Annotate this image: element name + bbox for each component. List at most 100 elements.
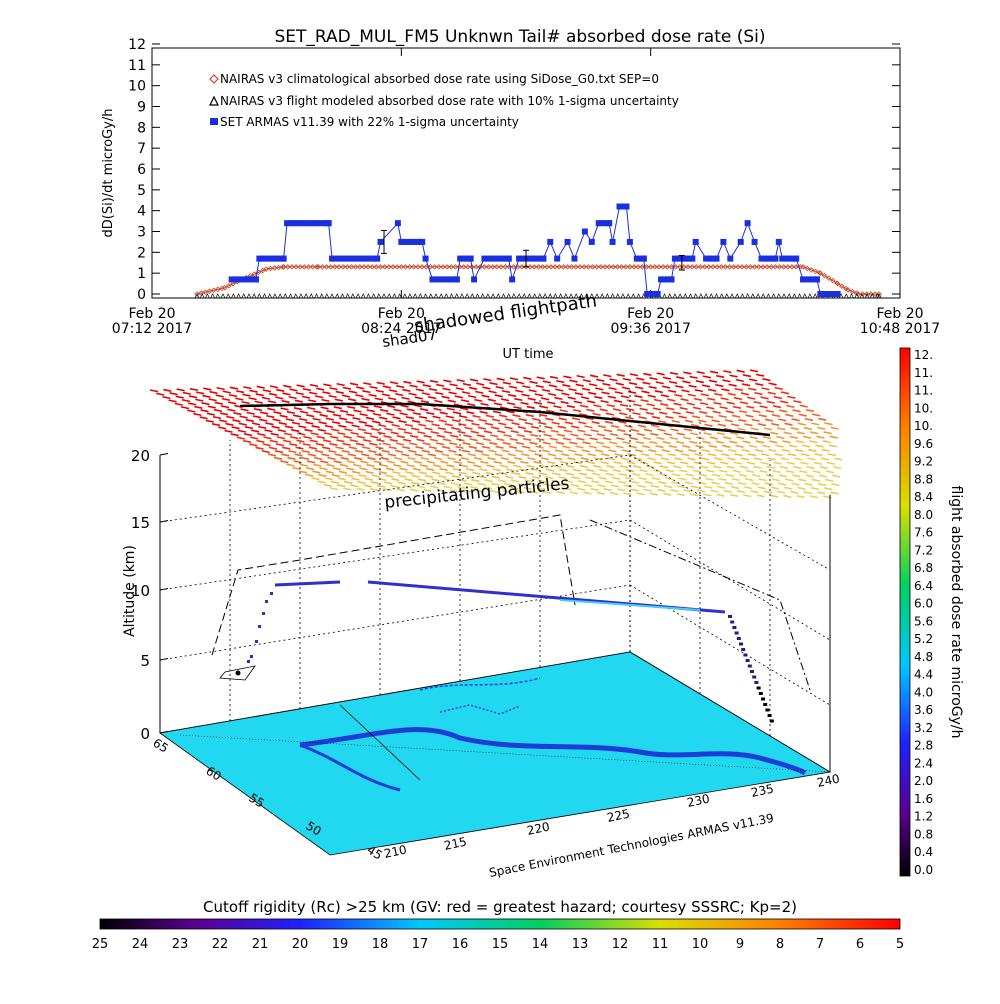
dose-tick-label: 0.4 bbox=[914, 845, 933, 859]
particle-mark bbox=[466, 411, 475, 415]
particle-mark bbox=[419, 464, 429, 468]
particle-mark bbox=[443, 379, 452, 383]
particle-mark bbox=[737, 427, 746, 431]
particle-mark bbox=[610, 424, 620, 429]
particle-mark bbox=[338, 470, 348, 474]
particle-mark bbox=[462, 382, 472, 387]
track-dot bbox=[732, 626, 737, 629]
particle-mark bbox=[290, 428, 300, 433]
particle-mark bbox=[513, 464, 522, 468]
particle-mark bbox=[269, 439, 278, 443]
particle-mark bbox=[768, 448, 777, 453]
particle-mark bbox=[266, 414, 275, 419]
particle-mark bbox=[750, 490, 759, 494]
rc-tick-label: 11 bbox=[652, 937, 669, 952]
armas-point bbox=[401, 238, 408, 245]
particle-mark bbox=[667, 398, 676, 402]
track-dot bbox=[247, 660, 250, 663]
armas-point bbox=[581, 228, 588, 235]
particle-mark bbox=[487, 457, 496, 461]
particle-mark bbox=[222, 390, 232, 394]
particle-mark bbox=[339, 463, 349, 467]
particle-mark bbox=[663, 432, 672, 436]
particle-mark bbox=[749, 436, 758, 440]
particle-mark bbox=[679, 469, 688, 473]
armas-point bbox=[727, 255, 734, 262]
particle-mark bbox=[226, 415, 235, 419]
particle-mark bbox=[609, 491, 619, 496]
particle-mark bbox=[321, 398, 330, 403]
armas-point bbox=[453, 276, 460, 283]
particle-mark bbox=[707, 397, 716, 401]
particle-mark bbox=[336, 382, 345, 387]
armas-point bbox=[336, 255, 342, 262]
particle-mark bbox=[643, 488, 652, 492]
particle-mark bbox=[515, 389, 524, 393]
particle-mark bbox=[682, 380, 691, 384]
nairas-flight-point bbox=[345, 293, 351, 299]
particle-mark bbox=[268, 446, 278, 450]
particle-mark bbox=[328, 449, 337, 454]
particle-mark bbox=[777, 482, 787, 486]
particle-mark bbox=[755, 440, 765, 444]
particle-mark bbox=[744, 423, 753, 427]
particle-mark bbox=[827, 453, 837, 457]
particle-mark bbox=[771, 478, 780, 482]
particle-mark bbox=[311, 425, 320, 429]
dose-tick-label: 1.6 bbox=[914, 792, 933, 806]
legend-square-marker bbox=[210, 118, 218, 125]
particle-mark bbox=[812, 470, 821, 474]
longitude-tick-label: 215 bbox=[443, 834, 468, 852]
rc-tick-label: 8 bbox=[776, 937, 784, 952]
particle-mark bbox=[468, 386, 478, 390]
particle-mark bbox=[594, 395, 603, 400]
particle-mark bbox=[570, 425, 580, 429]
particle-mark bbox=[434, 399, 443, 404]
particle-mark bbox=[513, 457, 523, 461]
particle-mark bbox=[482, 386, 491, 390]
armas-point bbox=[464, 255, 471, 262]
particle-mark bbox=[531, 475, 540, 480]
particle-mark bbox=[503, 434, 512, 438]
armas-point bbox=[786, 255, 793, 262]
particle-mark bbox=[387, 453, 397, 457]
particle-mark bbox=[502, 441, 511, 445]
particle-mark bbox=[562, 384, 571, 388]
nairas-flight-point bbox=[438, 293, 444, 299]
particle-mark bbox=[432, 471, 441, 475]
legend-item-nairas-climatological: NAIRAS v3 climatological absorbed dose r… bbox=[209, 72, 659, 86]
particle-mark bbox=[339, 417, 348, 421]
particle-mark bbox=[326, 410, 335, 414]
particle-mark bbox=[437, 482, 446, 486]
particle-mark bbox=[603, 374, 612, 378]
armas-point bbox=[249, 276, 256, 283]
particle-mark bbox=[669, 436, 678, 440]
particle-mark bbox=[282, 392, 291, 396]
particle-mark bbox=[687, 393, 696, 397]
particle-mark bbox=[271, 425, 280, 429]
altitude-tick-label: 15 bbox=[131, 514, 150, 532]
particle-mark bbox=[512, 414, 521, 418]
particle-mark bbox=[344, 480, 353, 484]
armas-point bbox=[488, 255, 495, 262]
particle-mark bbox=[555, 441, 565, 445]
particle-mark bbox=[416, 438, 425, 442]
nairas-climatological-point bbox=[825, 275, 832, 281]
dose-tick-label: 11. bbox=[914, 384, 933, 398]
particle-mark bbox=[261, 450, 270, 454]
particle-mark bbox=[773, 396, 783, 400]
armas-line bbox=[231, 206, 838, 295]
particle-mark bbox=[406, 408, 415, 412]
particle-mark bbox=[336, 484, 346, 488]
particle-mark bbox=[450, 426, 460, 431]
particle-mark bbox=[712, 473, 721, 477]
particle-mark bbox=[516, 490, 525, 494]
particle-mark bbox=[341, 449, 350, 454]
particle-mark bbox=[538, 421, 547, 425]
dose-tick-label: 7.6 bbox=[914, 526, 933, 540]
particle-mark bbox=[262, 389, 272, 393]
particle-mark bbox=[668, 389, 677, 393]
particle-mark bbox=[766, 465, 775, 469]
particle-mark bbox=[399, 412, 408, 416]
